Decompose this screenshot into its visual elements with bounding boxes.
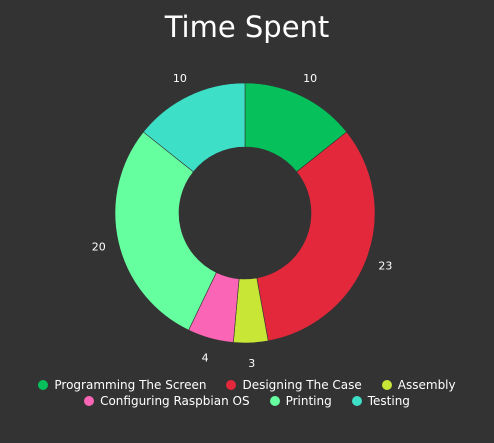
slice-labels-group: 10 23 3 4 20 10: [92, 72, 393, 370]
legend-label: Printing: [285, 394, 332, 408]
slice-label-4: 20: [92, 240, 106, 253]
legend-item-4[interactable]: Printing: [269, 394, 332, 408]
legend-marker: [226, 380, 237, 390]
donut-chart: 10 23 3 4 20 10: [92, 72, 393, 370]
legend-label: Testing: [367, 394, 410, 408]
slice-4[interactable]: [114, 131, 217, 331]
legend-marker: [381, 380, 392, 390]
legend-marker: [84, 396, 95, 406]
legend-label: Assembly: [397, 378, 456, 392]
legend-marker: [269, 396, 280, 406]
slice-label-5: 10: [173, 72, 187, 85]
slice-5[interactable]: [142, 82, 246, 173]
legend-item-3[interactable]: Configuring Raspbian OS: [84, 394, 250, 408]
slice-label-3: 4: [202, 352, 209, 365]
legend: Programming The Screen Designing The Case…: [0, 377, 494, 409]
legend-item-1[interactable]: Designing The Case: [226, 378, 362, 392]
chart-title: Time Spent: [164, 10, 330, 44]
legend-label: Programming The Screen: [54, 378, 207, 392]
legend-marker: [38, 380, 49, 390]
legend-item-0[interactable]: Programming The Screen: [38, 378, 206, 392]
slice-label-1: 23: [378, 260, 392, 273]
slice-label-2: 3: [248, 357, 255, 370]
legend-item-5[interactable]: Testing: [351, 394, 410, 408]
legend-marker: [351, 396, 362, 406]
slice-label-0: 10: [303, 72, 317, 85]
slice-1[interactable]: [256, 131, 376, 342]
slices-group: [114, 82, 376, 344]
legend-item-2[interactable]: Assembly: [381, 378, 456, 392]
legend-row: Configuring Raspbian OS Printing Testing: [0, 393, 494, 409]
legend-label: Designing The Case: [242, 378, 362, 392]
legend-row: Programming The Screen Designing The Case…: [0, 377, 494, 393]
legend-label: Configuring Raspbian OS: [100, 394, 250, 408]
